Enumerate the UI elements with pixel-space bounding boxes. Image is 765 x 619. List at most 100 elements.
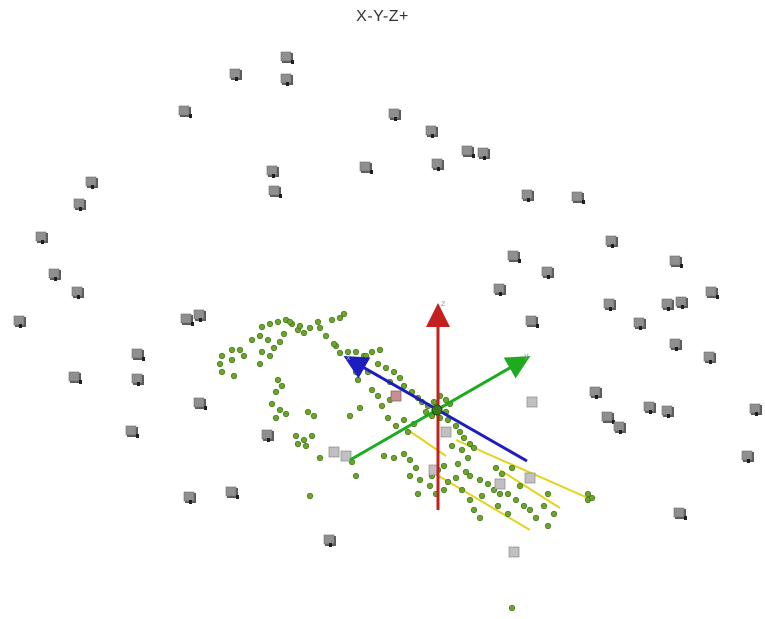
point-marker bbox=[440, 462, 448, 470]
point-marker bbox=[414, 490, 422, 498]
point-marker bbox=[444, 478, 452, 486]
point-marker bbox=[248, 336, 256, 344]
point-marker bbox=[442, 396, 450, 404]
point-marker bbox=[550, 510, 558, 518]
point-cloud bbox=[216, 310, 596, 612]
point-marker bbox=[504, 510, 512, 518]
point-marker bbox=[256, 332, 264, 340]
point-marker bbox=[540, 502, 548, 510]
camera-icon bbox=[521, 189, 534, 202]
z-axis-label: z bbox=[441, 299, 445, 308]
camera-icon bbox=[541, 266, 554, 279]
point-marker bbox=[508, 464, 516, 472]
camera-icon bbox=[388, 108, 401, 121]
camera-layer bbox=[13, 51, 762, 547]
point-marker bbox=[336, 314, 344, 322]
point-marker bbox=[458, 446, 466, 454]
marker-box bbox=[508, 546, 520, 558]
camera-icon bbox=[48, 268, 61, 281]
point-marker bbox=[382, 364, 390, 372]
point-marker bbox=[426, 482, 434, 490]
point-marker bbox=[218, 368, 226, 376]
point-marker bbox=[584, 490, 592, 498]
point-marker bbox=[458, 486, 466, 494]
camera-icon bbox=[35, 231, 48, 244]
point-marker bbox=[302, 442, 310, 450]
point-marker bbox=[484, 480, 492, 488]
point-marker bbox=[544, 490, 552, 498]
point-marker bbox=[466, 472, 474, 480]
camera-icon bbox=[589, 386, 602, 399]
camera-icon bbox=[425, 125, 438, 138]
camera-icon bbox=[229, 68, 242, 81]
point-marker bbox=[344, 348, 352, 356]
guide-line bbox=[499, 469, 561, 509]
point-marker bbox=[460, 434, 468, 442]
point-marker bbox=[316, 324, 324, 332]
point-marker bbox=[400, 416, 408, 424]
marker-layer bbox=[328, 390, 538, 558]
selected-marker-box[interactable] bbox=[390, 390, 402, 402]
camera-icon bbox=[633, 317, 646, 330]
point-marker bbox=[544, 522, 552, 530]
point-marker bbox=[452, 474, 460, 482]
camera-icon bbox=[359, 161, 373, 174]
point-marker bbox=[352, 368, 360, 376]
point-marker bbox=[396, 374, 404, 382]
point-marker bbox=[352, 348, 360, 356]
point-marker bbox=[286, 318, 294, 326]
point-marker bbox=[496, 490, 504, 498]
point-marker bbox=[330, 340, 338, 348]
camera-icon bbox=[605, 235, 618, 248]
point-marker bbox=[492, 464, 500, 472]
point-marker bbox=[300, 329, 308, 337]
point-marker bbox=[256, 360, 264, 368]
point-marker bbox=[306, 324, 314, 332]
point-marker bbox=[268, 400, 276, 408]
camera-icon bbox=[180, 313, 194, 326]
point-marker bbox=[476, 514, 484, 522]
point-marker bbox=[356, 404, 364, 412]
camera-icon bbox=[613, 421, 626, 434]
camera-icon bbox=[601, 411, 615, 424]
camera-icon bbox=[125, 425, 139, 438]
point-marker bbox=[498, 470, 506, 478]
point-marker bbox=[280, 330, 288, 338]
point-marker bbox=[292, 432, 300, 440]
camera-icon bbox=[178, 105, 192, 118]
view-title: X-Y-Z+ bbox=[356, 8, 409, 25]
point-marker bbox=[390, 454, 398, 462]
camera-icon bbox=[749, 403, 762, 416]
camera-icon bbox=[461, 145, 475, 158]
axis-gizmo[interactable]: x y z bbox=[343, 299, 531, 510]
camera-icon bbox=[73, 198, 86, 211]
point-marker bbox=[462, 468, 470, 476]
camera-icon bbox=[280, 73, 293, 86]
point-marker bbox=[416, 476, 424, 484]
point-marker bbox=[276, 406, 284, 414]
gizmo-origin[interactable] bbox=[431, 404, 443, 416]
point-marker bbox=[374, 360, 382, 368]
point-marker bbox=[512, 496, 520, 504]
y-axis-label: y bbox=[524, 351, 529, 360]
camera-icon bbox=[266, 165, 279, 178]
camera-icon bbox=[68, 371, 82, 384]
marker-box bbox=[524, 472, 536, 484]
point-marker bbox=[384, 414, 392, 422]
point-marker bbox=[532, 514, 540, 522]
camera-icon bbox=[703, 351, 716, 364]
point-marker bbox=[216, 360, 224, 368]
point-marker bbox=[272, 388, 280, 396]
point-marker bbox=[430, 398, 438, 406]
point-marker bbox=[476, 476, 484, 484]
point-marker bbox=[504, 490, 512, 498]
camera-icon bbox=[131, 348, 145, 361]
point-marker bbox=[406, 472, 414, 480]
point-marker bbox=[340, 310, 348, 318]
camera-icon bbox=[131, 373, 144, 386]
point-marker bbox=[276, 338, 284, 346]
camera-icon bbox=[323, 534, 336, 547]
point-marker bbox=[380, 452, 388, 460]
